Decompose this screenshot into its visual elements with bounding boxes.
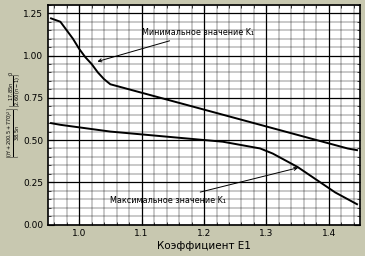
Text: Максимальное значение K₁: Максимальное значение K₁ — [110, 167, 297, 205]
Text: Минимальное значение K₁: Минимальное значение K₁ — [99, 28, 254, 62]
X-axis label: Коэффициент E1: Коэффициент E1 — [157, 241, 251, 251]
Y-axis label: $\left[\frac{(H+200.5+770)^2}{38.5n}\right]\left[\frac{17.85n}{2.60\,(n-1)}\righ: $\left[\frac{(H+200.5+770)^2}{38.5n}\rig… — [5, 70, 22, 159]
